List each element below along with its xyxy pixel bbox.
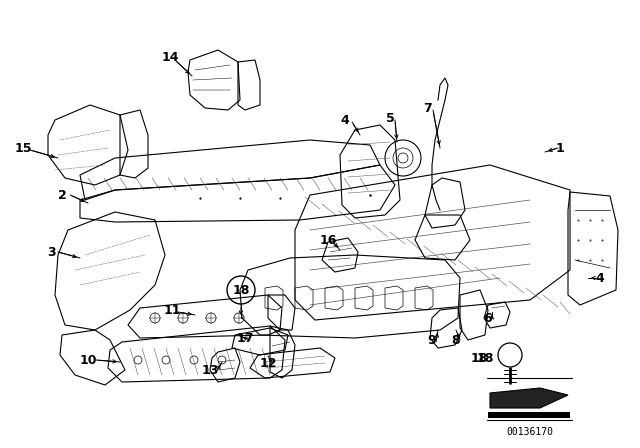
- Text: 8: 8: [452, 333, 460, 346]
- Text: 7: 7: [424, 102, 433, 115]
- Text: 18: 18: [476, 352, 493, 365]
- Text: 9: 9: [428, 333, 436, 346]
- Polygon shape: [490, 388, 568, 408]
- Text: 3: 3: [48, 246, 56, 258]
- Text: 00136170: 00136170: [506, 427, 554, 437]
- Text: 16: 16: [319, 233, 337, 246]
- Text: 11: 11: [163, 303, 180, 316]
- Text: 10: 10: [79, 353, 97, 366]
- Text: 12: 12: [259, 357, 276, 370]
- Text: 2: 2: [58, 189, 67, 202]
- Text: 15: 15: [14, 142, 32, 155]
- Text: 1: 1: [556, 142, 564, 155]
- Text: 18: 18: [470, 352, 488, 365]
- Text: 14: 14: [161, 51, 179, 64]
- Text: 5: 5: [386, 112, 394, 125]
- Text: 17: 17: [236, 332, 253, 345]
- Text: 13: 13: [202, 363, 219, 376]
- Text: 18: 18: [232, 284, 250, 297]
- Text: 4: 4: [596, 271, 604, 284]
- Text: 4: 4: [340, 113, 349, 126]
- Polygon shape: [488, 412, 570, 418]
- Text: 6: 6: [484, 311, 492, 324]
